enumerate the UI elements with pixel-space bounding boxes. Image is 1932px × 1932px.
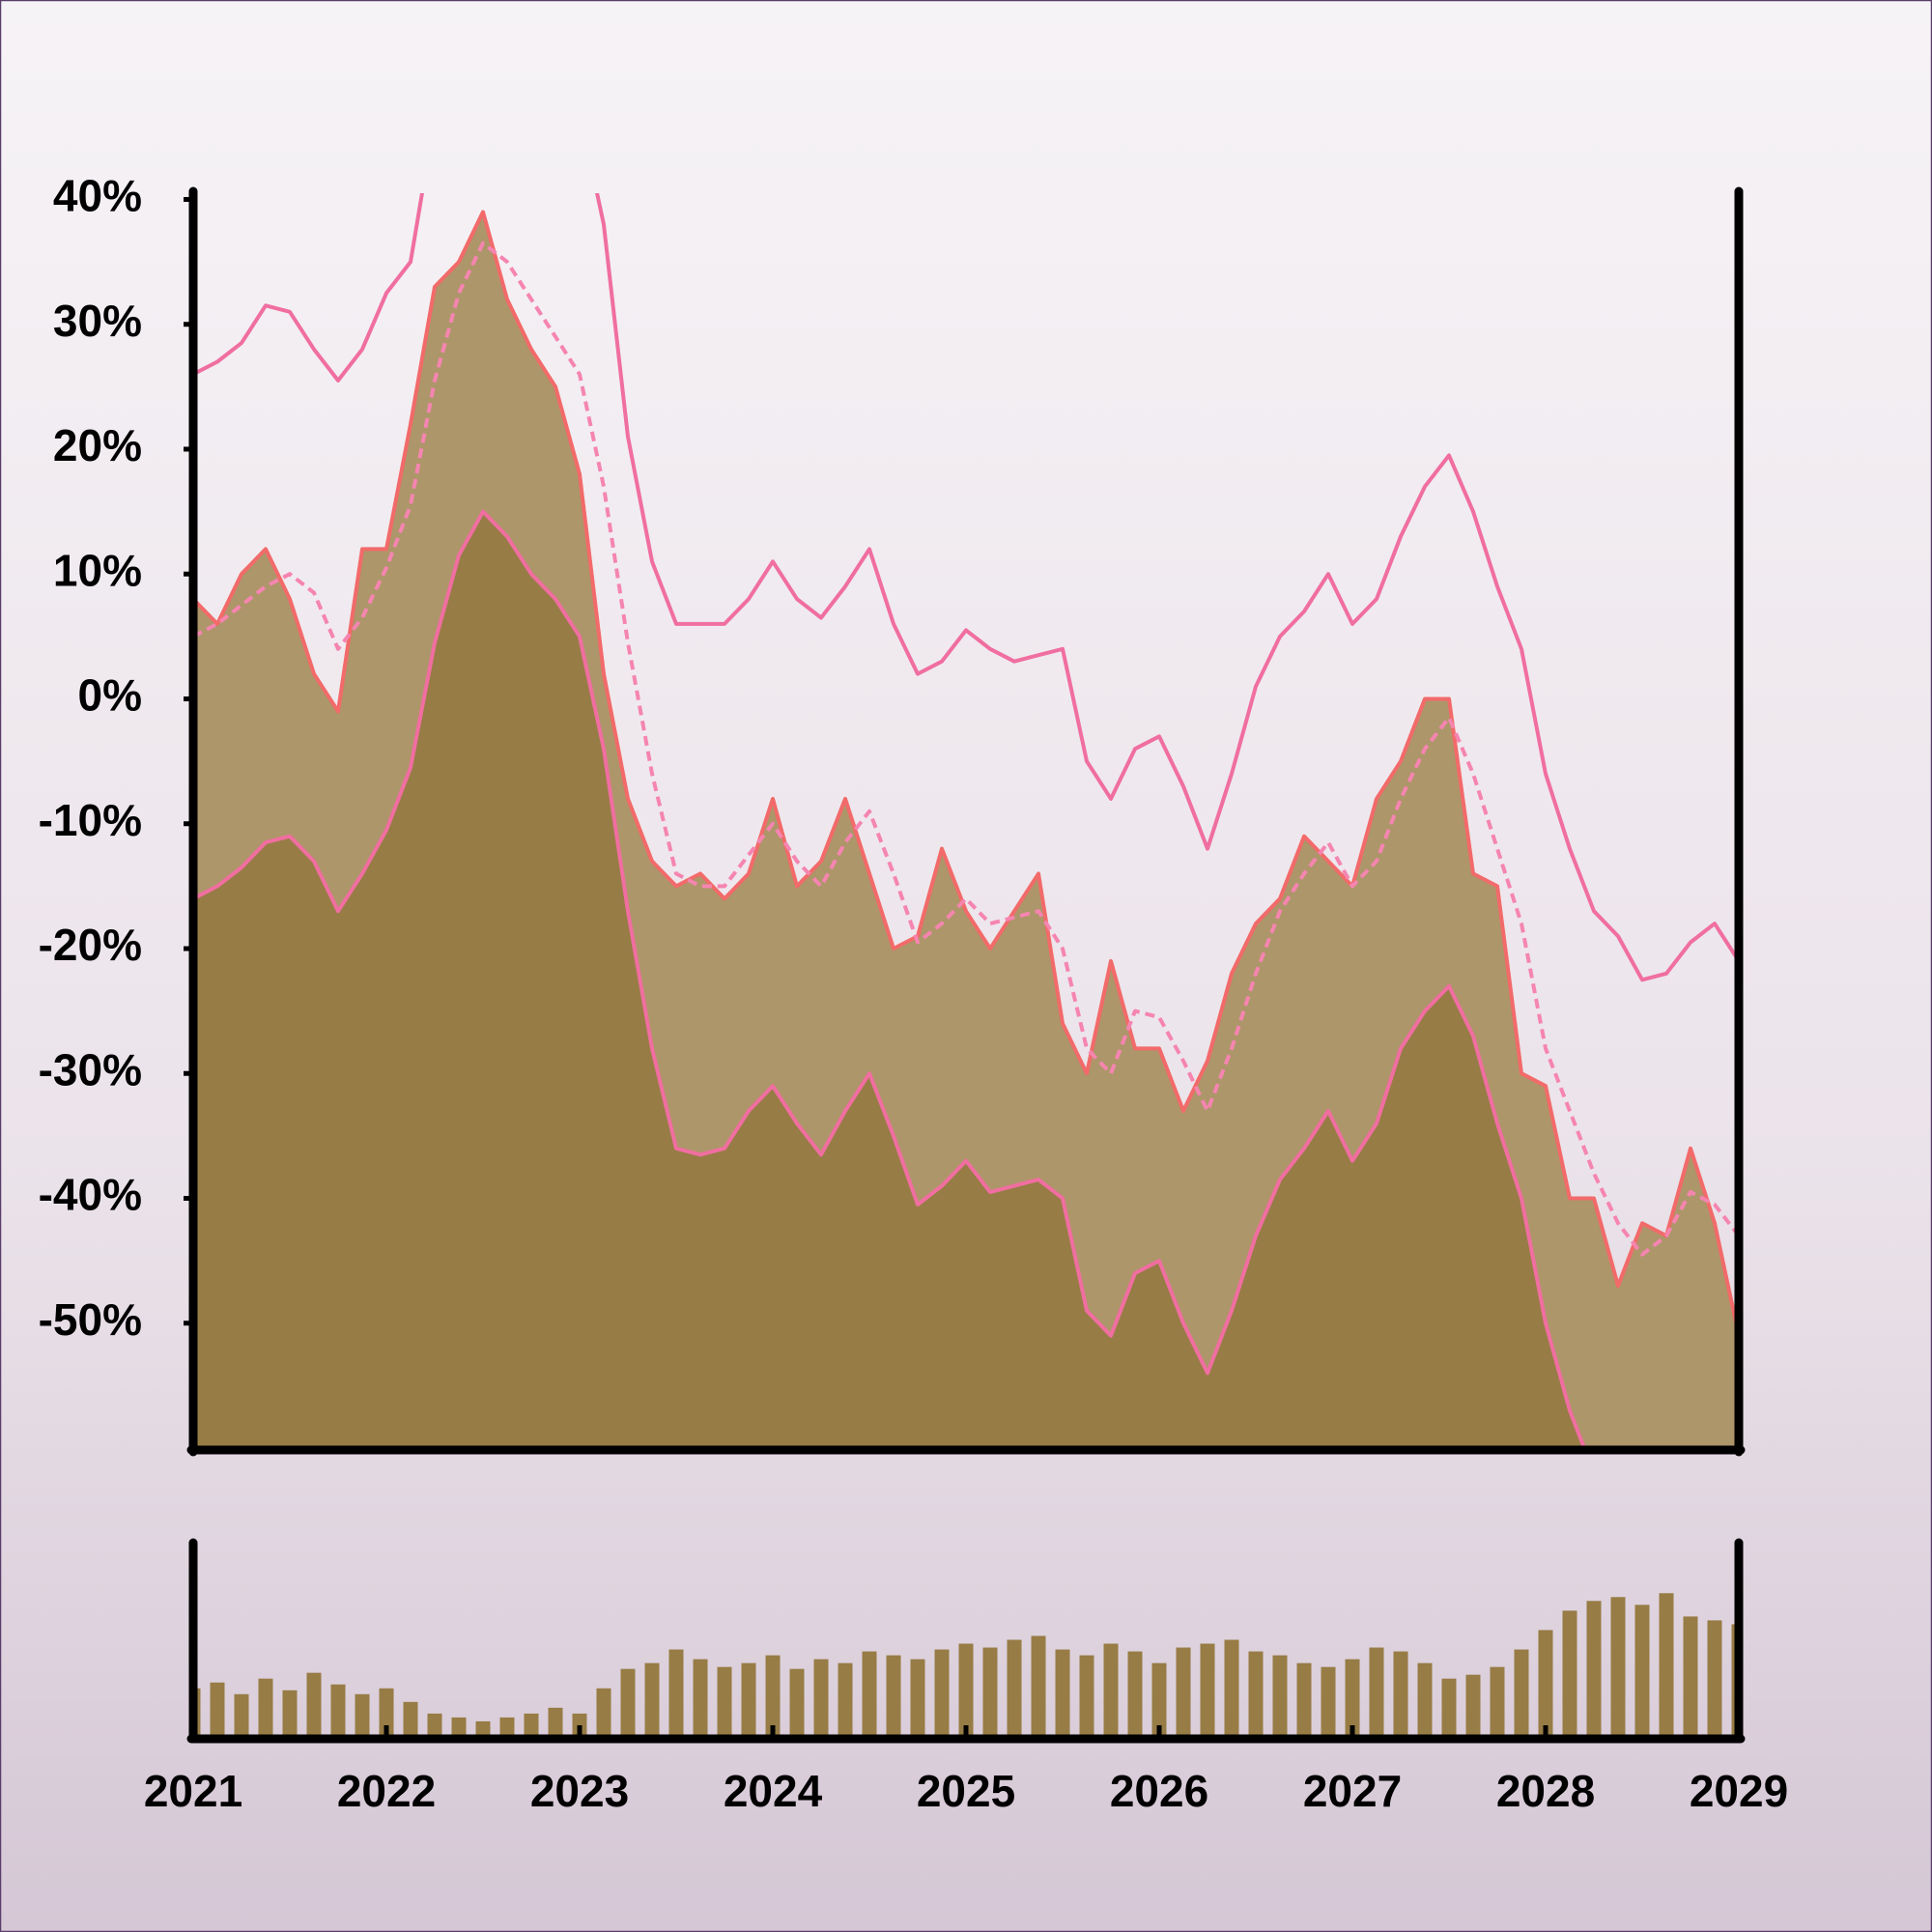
y-tick-label: -20% bbox=[39, 920, 142, 970]
volume-bar bbox=[1272, 1655, 1288, 1737]
volume-bar bbox=[1683, 1616, 1698, 1737]
volume-bar bbox=[1200, 1643, 1215, 1737]
volume-bar bbox=[644, 1662, 660, 1737]
volume-bar bbox=[958, 1643, 974, 1737]
volume-bar bbox=[693, 1659, 708, 1737]
volume-bar bbox=[1465, 1674, 1481, 1737]
volume-bar bbox=[1103, 1643, 1119, 1737]
line bbox=[193, 193, 1739, 982]
y-tick-label: 10% bbox=[53, 545, 142, 595]
volume-bar bbox=[1176, 1647, 1191, 1737]
volume-bar bbox=[886, 1655, 901, 1737]
volume-bar bbox=[1634, 1605, 1650, 1737]
y-tick-label: 20% bbox=[53, 420, 142, 470]
volume-bar bbox=[427, 1713, 442, 1737]
volume-bar bbox=[282, 1690, 298, 1737]
volume-bar bbox=[1031, 1635, 1046, 1737]
volume-bar bbox=[717, 1666, 732, 1737]
volume-bar bbox=[668, 1649, 684, 1737]
volume-bar bbox=[596, 1688, 611, 1737]
volume-bar bbox=[934, 1649, 950, 1737]
volume-bar bbox=[1151, 1662, 1167, 1737]
line bbox=[193, 509, 1587, 1448]
x-tick-label: 2025 bbox=[917, 1766, 1015, 1816]
y-tick-label: -30% bbox=[39, 1044, 142, 1094]
volume-bar bbox=[1369, 1647, 1384, 1737]
x-tick-label: 2024 bbox=[724, 1766, 823, 1816]
volume-bar bbox=[210, 1682, 225, 1737]
volume-bar bbox=[1417, 1662, 1433, 1737]
y-tick-label: 30% bbox=[53, 296, 142, 346]
volume-bar bbox=[499, 1717, 515, 1737]
volume-bar bbox=[306, 1672, 322, 1737]
volume-bar bbox=[1345, 1659, 1360, 1737]
volume-bar bbox=[548, 1707, 563, 1737]
x-tick-label: 2022 bbox=[337, 1766, 436, 1816]
x-tick-label: 2027 bbox=[1303, 1766, 1402, 1816]
x-tick-label: 2028 bbox=[1496, 1766, 1595, 1816]
y-tick-label: 40% bbox=[53, 171, 142, 221]
volume-bar bbox=[234, 1693, 249, 1737]
volume-bar bbox=[1055, 1649, 1070, 1737]
volume-bar bbox=[789, 1668, 805, 1737]
x-tick-label: 2021 bbox=[144, 1766, 242, 1816]
volume-bar bbox=[403, 1701, 418, 1737]
volume-bar bbox=[330, 1684, 346, 1737]
volume-bar bbox=[475, 1720, 491, 1737]
volume-bar bbox=[524, 1713, 539, 1737]
volume-bar bbox=[1490, 1666, 1505, 1737]
volume-plot bbox=[193, 1593, 1739, 1737]
labels: 40% 30% 20% 10% 0% -10% -20% -30% -40% -50% 2021 20… bbox=[39, 171, 1789, 1817]
axes bbox=[184, 186, 1746, 1744]
volume-bar bbox=[862, 1651, 877, 1737]
volume-bar bbox=[1514, 1649, 1529, 1737]
y-tick-label: -50% bbox=[39, 1294, 142, 1345]
line bbox=[193, 210, 1739, 1337]
x-tick-label: 2029 bbox=[1690, 1766, 1788, 1816]
volume-bar bbox=[1441, 1678, 1457, 1737]
volume-bar bbox=[765, 1655, 781, 1737]
y-tick-label: 0% bbox=[78, 670, 142, 721]
volume-bar bbox=[1659, 1593, 1674, 1737]
volume-bar bbox=[1707, 1620, 1722, 1737]
volume-bar bbox=[982, 1647, 998, 1737]
y-tick-label: -40% bbox=[39, 1170, 142, 1220]
volume-bar bbox=[355, 1693, 370, 1737]
volume-bar bbox=[1079, 1655, 1094, 1737]
volume-bar bbox=[1296, 1662, 1312, 1737]
volume-bar bbox=[1248, 1651, 1264, 1737]
volume-bar bbox=[1321, 1666, 1336, 1737]
volume-bar bbox=[813, 1659, 829, 1737]
volume-bar bbox=[379, 1688, 394, 1737]
area bbox=[193, 511, 1584, 1448]
volume-bar bbox=[258, 1678, 273, 1737]
volume-bar bbox=[1538, 1630, 1553, 1737]
volume-bar bbox=[1562, 1610, 1577, 1737]
volume-bar bbox=[741, 1662, 756, 1737]
volume-bar bbox=[1586, 1601, 1602, 1737]
volume-bar bbox=[1127, 1651, 1143, 1737]
volume-bar bbox=[838, 1662, 853, 1737]
volume-bar bbox=[1007, 1639, 1022, 1737]
x-tick-label: 2023 bbox=[530, 1766, 629, 1816]
volume-bar bbox=[620, 1668, 636, 1737]
volume-bar bbox=[451, 1717, 467, 1737]
volume-bar bbox=[572, 1713, 587, 1737]
volume-bar bbox=[910, 1659, 925, 1737]
main-plot bbox=[193, 193, 1739, 1448]
y-tick-label: -10% bbox=[39, 795, 142, 845]
x-tick-label: 2026 bbox=[1110, 1766, 1208, 1816]
volume-bar bbox=[1224, 1639, 1239, 1737]
line bbox=[193, 241, 1739, 1257]
volume-bar bbox=[1610, 1597, 1626, 1737]
volume-bar bbox=[1393, 1651, 1408, 1737]
